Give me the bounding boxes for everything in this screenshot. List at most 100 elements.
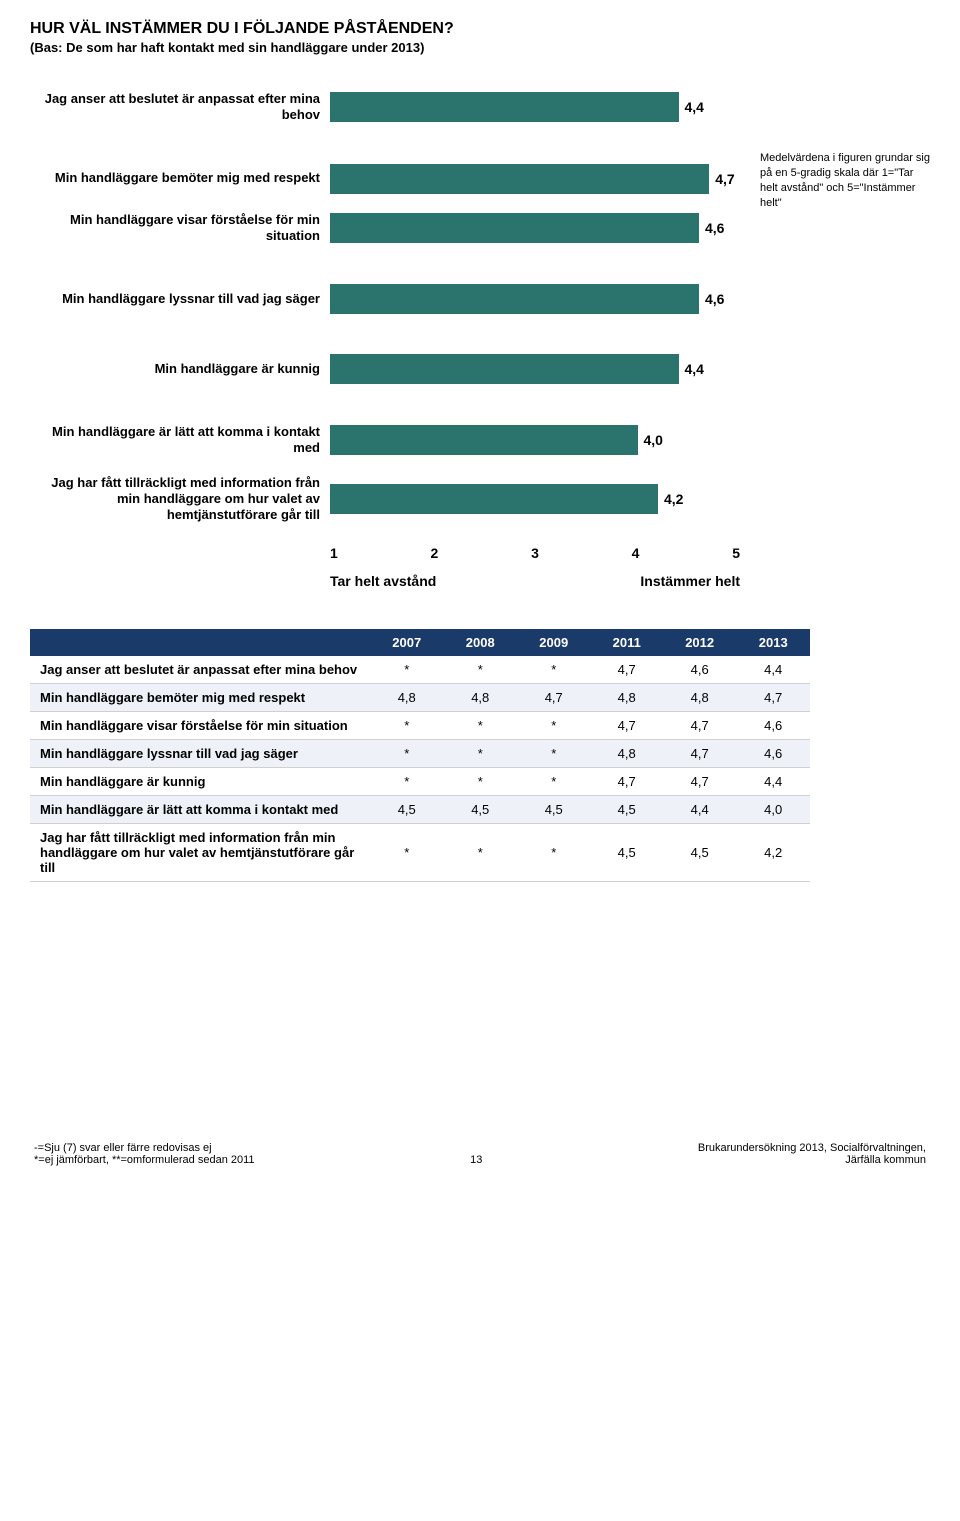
bar-label: Jag har fått tillräckligt med informatio… xyxy=(30,475,330,524)
table-cell: 4,8 xyxy=(591,684,663,712)
table-cell: * xyxy=(444,656,518,684)
bar-track: 4,4 xyxy=(330,92,740,122)
table-row-label: Min handläggare är kunnig xyxy=(30,768,370,796)
table-cell: * xyxy=(517,824,591,882)
table-cell: 4,6 xyxy=(736,740,810,768)
table-cell: 4,5 xyxy=(517,796,591,824)
table-header-cell: 2013 xyxy=(736,629,810,656)
footer-right-2: Järfälla kommun xyxy=(698,1154,926,1166)
bar-track: 4,6 xyxy=(330,284,740,314)
table-cell: 4,8 xyxy=(663,684,737,712)
table-cell: * xyxy=(444,768,518,796)
bar-label: Min handläggare är lätt att komma i kont… xyxy=(30,424,330,457)
table-row-label: Min handläggare visar förståelse för min… xyxy=(30,712,370,740)
bar-value: 4,4 xyxy=(685,361,704,377)
table-cell: 4,7 xyxy=(663,740,737,768)
table-cell: 4,5 xyxy=(444,796,518,824)
table-header-cell: 2007 xyxy=(370,629,444,656)
scale-note: Medelvärdena i figuren grundar sig på en… xyxy=(760,151,930,210)
bar-fill xyxy=(330,284,699,314)
data-table: 200720082009201120122013 Jag anser att b… xyxy=(30,629,810,882)
table-cell: 4,7 xyxy=(663,768,737,796)
bar-label: Min handläggare lyssnar till vad jag säg… xyxy=(30,291,330,307)
footer-left-2: *=ej jämförbart, **=omformulerad sedan 2… xyxy=(34,1154,255,1166)
table-row: Min handläggare är lätt att komma i kont… xyxy=(30,796,810,824)
bar-fill xyxy=(330,164,709,194)
bar-value: 4,0 xyxy=(644,432,663,448)
table-row: Jag anser att beslutet är anpassat efter… xyxy=(30,656,810,684)
table-row: Min handläggare bemöter mig med respekt4… xyxy=(30,684,810,712)
axis-legend: Tar helt avstånd Instämmer helt xyxy=(330,573,740,589)
bar-track: 4,0 xyxy=(330,425,740,455)
bar-value: 4,4 xyxy=(685,99,704,115)
table-cell: 4,8 xyxy=(370,684,444,712)
bar-value: 4,6 xyxy=(705,220,724,236)
page-footer: -=Sju (7) svar eller färre redovisas ej … xyxy=(30,1142,930,1166)
page-title: HUR VÄL INSTÄMMER DU I FÖLJANDE PÅSTÅEND… xyxy=(30,20,930,38)
table-header-cell: 2011 xyxy=(591,629,663,656)
table-header-cell: 2009 xyxy=(517,629,591,656)
table-cell: 4,4 xyxy=(663,796,737,824)
table-header-cell: 2012 xyxy=(663,629,737,656)
table-cell: 4,0 xyxy=(736,796,810,824)
bar-label: Min handläggare är kunnig xyxy=(30,361,330,377)
table-row: Min handläggare är kunnig***4,74,74,4 xyxy=(30,768,810,796)
axis-tick: 4 xyxy=(632,545,640,561)
table-row-label: Min handläggare bemöter mig med respekt xyxy=(30,684,370,712)
table-cell: * xyxy=(444,740,518,768)
bar-fill xyxy=(330,425,638,455)
table-cell: 4,7 xyxy=(591,712,663,740)
bar-fill xyxy=(330,354,679,384)
table-cell: 4,5 xyxy=(370,796,444,824)
table-row: Jag har fått tillräckligt med informatio… xyxy=(30,824,810,882)
bar-value: 4,7 xyxy=(715,171,734,187)
footer-right-1: Brukarundersökning 2013, Socialförvaltni… xyxy=(698,1142,926,1154)
table-row-label: Jag anser att beslutet är anpassat efter… xyxy=(30,656,370,684)
bar-label: Min handläggare visar förståelse för min… xyxy=(30,212,330,245)
bar-label: Jag anser att beslutet är anpassat efter… xyxy=(30,91,330,124)
axis-tick: 1 xyxy=(330,545,338,561)
bar-label: Min handläggare bemöter mig med respekt xyxy=(30,170,330,186)
table-cell: 4,8 xyxy=(444,684,518,712)
table-header-blank xyxy=(30,629,370,656)
table-cell: * xyxy=(370,824,444,882)
table-cell: 4,7 xyxy=(663,712,737,740)
bar-value: 4,6 xyxy=(705,291,724,307)
table-cell: 4,8 xyxy=(591,740,663,768)
table-cell: 4,4 xyxy=(736,768,810,796)
bar-fill xyxy=(330,484,658,514)
table-cell: * xyxy=(370,712,444,740)
table-cell: * xyxy=(444,824,518,882)
table-cell: 4,7 xyxy=(591,768,663,796)
axis-tick: 3 xyxy=(531,545,539,561)
bar-track: 4,7 xyxy=(330,164,740,194)
table-cell: * xyxy=(370,656,444,684)
bar-track: 4,4 xyxy=(330,354,740,384)
bar-track: 4,2 xyxy=(330,484,740,514)
table-row: Min handläggare visar förståelse för min… xyxy=(30,712,810,740)
axis-ticks: 1 2 3 4 5 xyxy=(330,541,740,561)
table-cell: * xyxy=(370,768,444,796)
table-cell: 4,5 xyxy=(591,824,663,882)
table-cell: * xyxy=(517,656,591,684)
table-cell: * xyxy=(370,740,444,768)
table-header-cell: 2008 xyxy=(444,629,518,656)
table-cell: * xyxy=(444,712,518,740)
table-row-label: Min handläggare lyssnar till vad jag säg… xyxy=(30,740,370,768)
axis-tick: 2 xyxy=(431,545,439,561)
table-row-label: Min handläggare är lätt att komma i kont… xyxy=(30,796,370,824)
bar-fill xyxy=(330,92,679,122)
page-number: 13 xyxy=(470,1154,482,1166)
table-cell: 4,6 xyxy=(736,712,810,740)
table-cell: 4,7 xyxy=(591,656,663,684)
legend-left: Tar helt avstånd xyxy=(330,573,436,589)
table-row-label: Jag har fått tillräckligt med informatio… xyxy=(30,824,370,882)
page-subtitle: (Bas: De som har haft kontakt med sin ha… xyxy=(30,40,930,55)
table-row: Min handläggare lyssnar till vad jag säg… xyxy=(30,740,810,768)
chart-container: Jag anser att beslutet är anpassat efter… xyxy=(30,91,930,589)
table-cell: 4,7 xyxy=(517,684,591,712)
axis-tick: 5 xyxy=(732,545,740,561)
table-cell: * xyxy=(517,712,591,740)
legend-right: Instämmer helt xyxy=(640,573,740,589)
table-cell: 4,6 xyxy=(663,656,737,684)
